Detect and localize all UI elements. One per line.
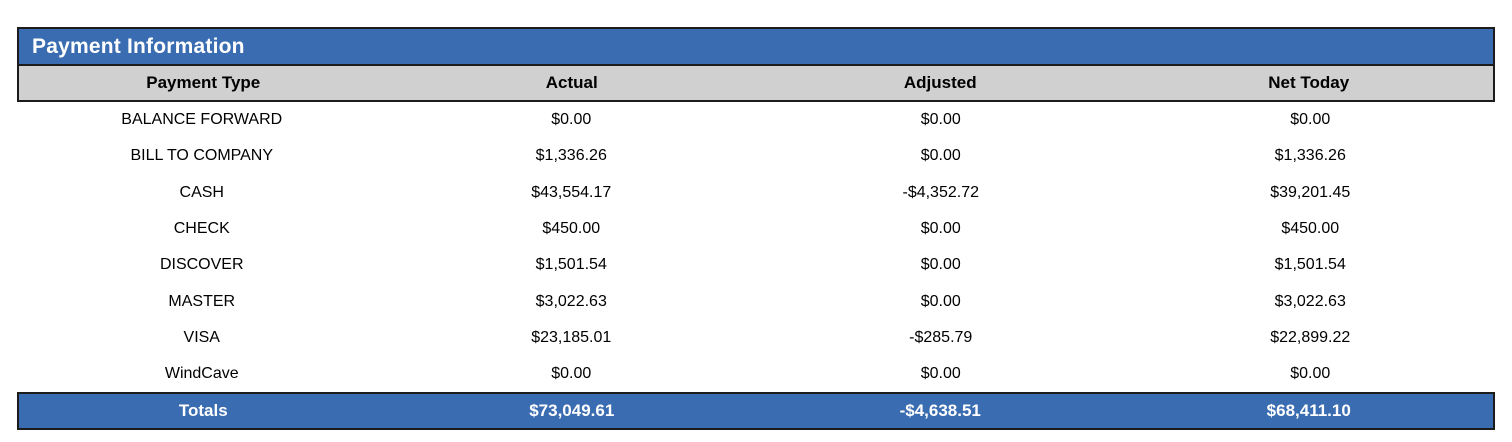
- table-row-bill-to-company: BILL TO COMPANY $1,336.26 $0.00 $1,336.2…: [17, 138, 1495, 175]
- payment-type-cell: VISA: [183, 328, 220, 346]
- column-header-net-today: Net Today: [1268, 73, 1350, 92]
- table-row-check: CHECK $450.00 $0.00 $450.00: [17, 210, 1495, 248]
- net-today-cell: $0.00: [1290, 365, 1331, 383]
- payment-type-cell: CASH: [179, 183, 224, 201]
- totals-row: Totals $73,049.61 -$4,638.51 $68,411.10: [17, 392, 1495, 431]
- column-header-payment-type: Payment Type: [146, 73, 261, 92]
- table-row-discover: DISCOVER $1,501.54 $0.00 $1,501.54: [17, 247, 1495, 284]
- actual-cell: $0.00: [551, 111, 592, 129]
- column-header-row: Payment Type Actual Adjusted Net Today: [17, 64, 1495, 102]
- totals-label: Totals: [178, 401, 228, 421]
- adjusted-cell: -$4,352.72: [902, 183, 979, 201]
- totals-actual: $73,049.61: [529, 401, 615, 421]
- table-row-cash: CASH $43,554.17 -$4,352.72 $39,201.45: [17, 174, 1495, 211]
- net-today-cell: $3,022.63: [1274, 292, 1346, 310]
- net-today-cell: $0.00: [1290, 111, 1331, 129]
- adjusted-cell: $0.00: [920, 220, 961, 238]
- actual-cell: $43,554.17: [531, 183, 612, 201]
- payment-type-cell: BALANCE FORWARD: [121, 111, 283, 129]
- totals-net-today: $68,411.10: [1266, 401, 1351, 421]
- payment-type-cell: MASTER: [168, 292, 236, 310]
- actual-cell: $0.00: [551, 365, 592, 383]
- payment-type-cell: CHECK: [173, 220, 230, 238]
- actual-cell: $450.00: [542, 220, 601, 238]
- data-rows: BALANCE FORWARD $0.00 $0.00 $0.00 BILL T…: [17, 102, 1495, 393]
- table-title-bar: Payment Information: [17, 27, 1495, 64]
- adjusted-cell: $0.00: [920, 292, 961, 310]
- adjusted-cell: $0.00: [920, 111, 961, 129]
- adjusted-cell: -$285.79: [909, 328, 973, 346]
- payment-type-cell: BILL TO COMPANY: [130, 147, 274, 165]
- totals-adjusted: -$4,638.51: [899, 401, 981, 421]
- net-today-cell: $39,201.45: [1270, 183, 1351, 201]
- actual-cell: $1,336.26: [535, 147, 607, 165]
- payment-type-cell: WindCave: [164, 365, 239, 383]
- table-row-balance-forward: BALANCE FORWARD $0.00 $0.00 $0.00: [17, 102, 1495, 139]
- payment-information-table: Payment Information Payment Type Actual …: [17, 27, 1495, 431]
- column-header-actual: Actual: [545, 73, 598, 92]
- net-today-cell: $22,899.22: [1270, 328, 1351, 346]
- payment-type-cell: DISCOVER: [159, 256, 244, 274]
- column-header-adjusted: Adjusted: [903, 73, 977, 92]
- actual-cell: $1,501.54: [535, 256, 607, 274]
- actual-cell: $3,022.63: [535, 292, 607, 310]
- adjusted-cell: $0.00: [920, 147, 961, 165]
- adjusted-cell: $0.00: [920, 256, 961, 274]
- table-row-windcave: WindCave $0.00 $0.00 $0.00: [17, 356, 1495, 393]
- net-today-cell: $450.00: [1281, 220, 1340, 238]
- table-row-visa: VISA $23,185.01 -$285.79 $22,899.22: [17, 319, 1495, 357]
- table-row-master: MASTER $3,022.63 $0.00 $3,022.63: [17, 283, 1495, 320]
- actual-cell: $23,185.01: [531, 328, 612, 346]
- net-today-cell: $1,336.26: [1274, 147, 1346, 165]
- net-today-cell: $1,501.54: [1274, 256, 1346, 274]
- adjusted-cell: $0.00: [920, 365, 961, 383]
- table-title: Payment Information: [32, 34, 245, 58]
